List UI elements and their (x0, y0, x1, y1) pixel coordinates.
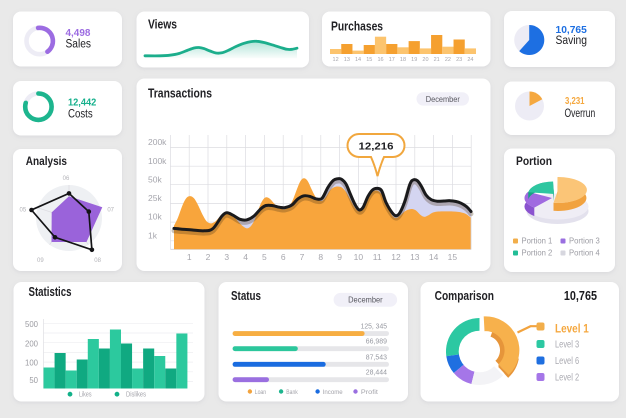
svg-text:06: 06 (63, 176, 70, 182)
svg-text:Income: Income (323, 389, 343, 396)
svg-text:Level 2: Level 2 (555, 372, 579, 384)
svg-text:10,765: 10,765 (556, 25, 588, 36)
svg-text:22: 22 (445, 57, 451, 63)
svg-text:12,442: 12,442 (68, 98, 97, 109)
svg-text:24: 24 (467, 57, 473, 63)
svg-text:7: 7 (300, 252, 305, 262)
svg-text:Status: Status (231, 289, 261, 303)
svg-text:Likes: Likes (79, 392, 92, 399)
svg-text:23: 23 (456, 57, 462, 63)
svg-text:10,765: 10,765 (564, 289, 597, 303)
svg-text:Transactions: Transactions (148, 86, 212, 101)
svg-text:1: 1 (187, 252, 192, 262)
svg-text:Purchases: Purchases (331, 19, 383, 34)
svg-text:Level 1: Level 1 (555, 322, 589, 336)
svg-text:2: 2 (206, 252, 211, 262)
svg-text:20: 20 (422, 57, 428, 63)
svg-text:09: 09 (37, 258, 44, 264)
svg-text:18: 18 (400, 57, 406, 63)
svg-text:Portion 3: Portion 3 (569, 237, 600, 246)
svg-text:25k: 25k (148, 193, 162, 203)
svg-text:11: 11 (373, 252, 382, 262)
svg-text:08: 08 (94, 258, 101, 264)
svg-text:87,543: 87,543 (366, 352, 387, 361)
svg-text:12: 12 (391, 252, 401, 262)
svg-text:100k: 100k (148, 156, 167, 166)
svg-text:5: 5 (262, 252, 267, 262)
svg-text:50k: 50k (148, 174, 162, 184)
svg-text:14: 14 (429, 252, 439, 262)
svg-text:1k: 1k (148, 230, 158, 240)
svg-text:Views: Views (148, 17, 177, 32)
svg-text:200k: 200k (148, 137, 167, 147)
svg-text:Level 6: Level 6 (555, 355, 579, 367)
svg-text:50: 50 (29, 376, 38, 385)
svg-text:14: 14 (355, 57, 361, 63)
svg-text:Profit: Profit (361, 389, 378, 396)
svg-text:07: 07 (107, 208, 114, 214)
svg-text:Portion 1: Portion 1 (522, 237, 553, 246)
svg-text:Sales: Sales (66, 38, 92, 50)
svg-text:15: 15 (448, 252, 458, 262)
svg-text:December: December (348, 295, 383, 305)
svg-text:Loan: Loan (255, 389, 267, 396)
svg-text:4: 4 (243, 252, 248, 262)
svg-text:16: 16 (377, 57, 383, 63)
svg-text:500: 500 (25, 320, 39, 329)
svg-text:12: 12 (333, 57, 339, 63)
svg-text:125, 345: 125, 345 (361, 322, 387, 331)
svg-text:December: December (426, 95, 460, 104)
svg-text:6: 6 (281, 252, 286, 262)
svg-text:12,216: 12,216 (359, 141, 394, 153)
svg-text:Bank: Bank (286, 389, 298, 396)
svg-text:28,444: 28,444 (366, 368, 387, 377)
svg-text:9: 9 (337, 252, 342, 262)
svg-text:13: 13 (344, 57, 350, 63)
svg-text:3: 3 (224, 252, 229, 262)
svg-text:Overrun: Overrun (565, 108, 596, 120)
svg-text:13: 13 (410, 252, 420, 262)
svg-text:200: 200 (25, 339, 39, 348)
svg-text:17: 17 (389, 57, 395, 63)
svg-text:3,231: 3,231 (565, 96, 585, 107)
svg-text:Portion 4: Portion 4 (569, 249, 600, 258)
svg-text:15: 15 (366, 57, 372, 63)
svg-text:66,989: 66,989 (366, 337, 387, 346)
svg-text:Portion: Portion (516, 154, 552, 168)
svg-text:10k: 10k (148, 212, 162, 222)
svg-text:Portion 2: Portion 2 (522, 249, 553, 258)
svg-text:100: 100 (25, 359, 39, 368)
svg-text:Costs: Costs (68, 109, 93, 121)
svg-text:Saving: Saving (556, 35, 588, 47)
svg-text:05: 05 (20, 208, 27, 214)
svg-text:Analysis: Analysis (26, 154, 67, 168)
svg-text:Dislikes: Dislikes (126, 392, 146, 399)
svg-text:21: 21 (434, 57, 440, 63)
svg-text:19: 19 (411, 57, 417, 63)
svg-text:Comparison: Comparison (435, 289, 494, 303)
svg-text:10: 10 (354, 252, 364, 262)
svg-text:Statistics: Statistics (29, 285, 72, 299)
svg-text:Level 3: Level 3 (555, 339, 579, 351)
svg-text:8: 8 (318, 252, 323, 262)
svg-text:4,498: 4,498 (66, 28, 91, 39)
